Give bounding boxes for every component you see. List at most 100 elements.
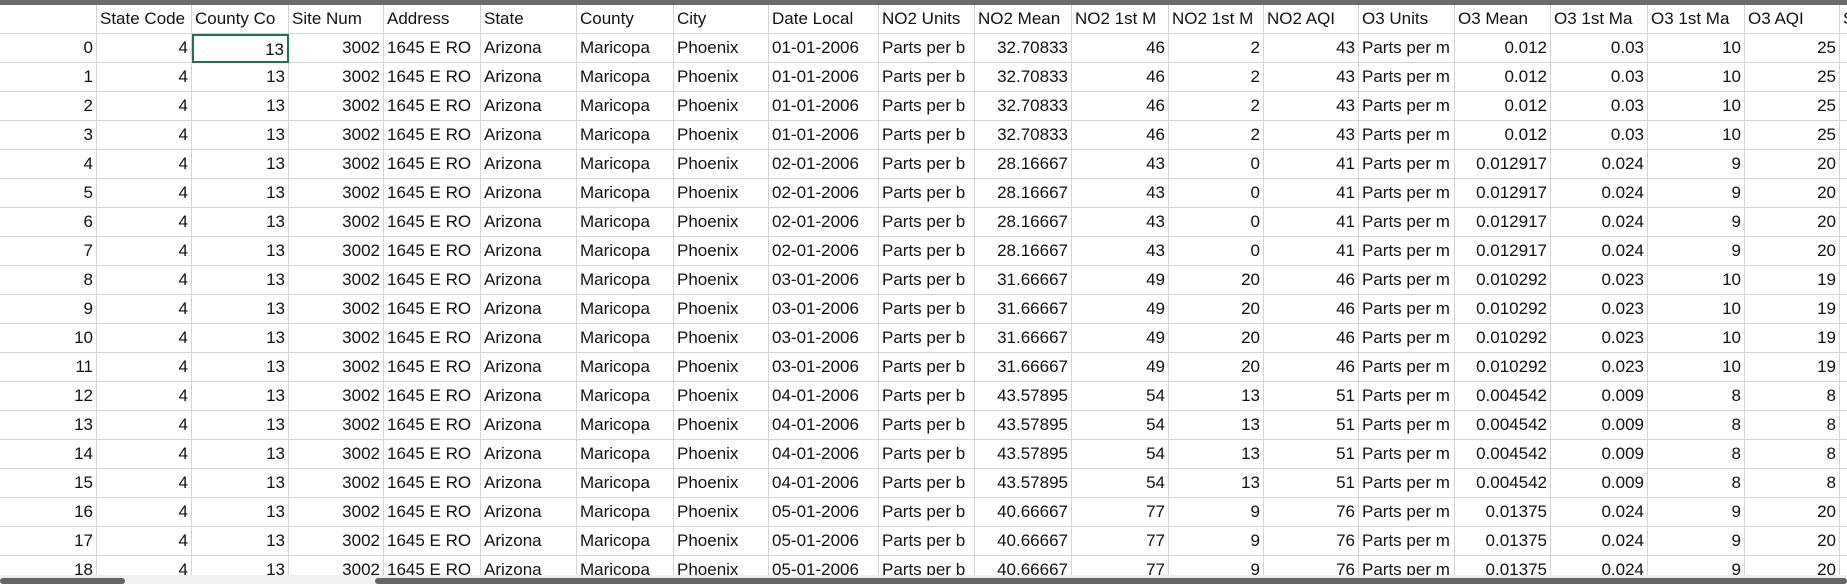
cell[interactable]: 0.009 xyxy=(1551,382,1648,411)
cell[interactable]: 4 xyxy=(97,150,192,179)
cell[interactable]: 3002 xyxy=(289,237,384,266)
cell[interactable]: Parts per m xyxy=(1359,295,1455,324)
cell[interactable]: 01-01-2006 xyxy=(769,121,879,150)
cell[interactable]: 20 xyxy=(1745,150,1840,179)
cell[interactable] xyxy=(1840,382,1847,411)
row-index[interactable]: 3 xyxy=(0,121,97,150)
cell[interactable]: 0.009 xyxy=(1551,440,1648,469)
cell[interactable]: 0.01375 xyxy=(1455,556,1551,584)
cell[interactable]: 3002 xyxy=(289,208,384,237)
cell[interactable]: Phoenix xyxy=(674,179,769,208)
row-index[interactable]: 18 xyxy=(0,556,97,584)
cell[interactable]: 0.024 xyxy=(1551,179,1648,208)
cell[interactable] xyxy=(1840,92,1847,121)
column-header[interactable]: State Code xyxy=(97,5,192,34)
cell[interactable]: 13 xyxy=(192,440,289,469)
cell[interactable]: 2 xyxy=(1169,121,1264,150)
cell[interactable]: Parts per m xyxy=(1359,63,1455,92)
cell[interactable]: 9 xyxy=(1648,527,1745,556)
cell[interactable]: Maricopa xyxy=(577,469,674,498)
cell[interactable]: 04-01-2006 xyxy=(769,382,879,411)
cell[interactable]: 0 xyxy=(1169,208,1264,237)
cell[interactable]: 0.023 xyxy=(1551,295,1648,324)
cell[interactable]: Arizona xyxy=(481,324,577,353)
cell[interactable]: Parts per b xyxy=(879,469,975,498)
cell[interactable]: Arizona xyxy=(481,208,577,237)
cell[interactable]: 20 xyxy=(1169,324,1264,353)
cell[interactable]: 0.03 xyxy=(1551,92,1648,121)
cell[interactable]: 31.66667 xyxy=(975,353,1072,382)
cell[interactable]: 20 xyxy=(1169,295,1264,324)
cell[interactable]: 20 xyxy=(1745,527,1840,556)
cell[interactable]: 32.70833 xyxy=(975,121,1072,150)
cell[interactable]: 4 xyxy=(97,440,192,469)
cell[interactable]: Parts per b xyxy=(879,353,975,382)
cell[interactable]: 13 xyxy=(1169,469,1264,498)
cell[interactable]: 4 xyxy=(97,527,192,556)
cell[interactable]: 01-01-2006 xyxy=(769,63,879,92)
cell[interactable]: Parts per m xyxy=(1359,469,1455,498)
cell[interactable]: 32.70833 xyxy=(975,63,1072,92)
cell[interactable]: 0 xyxy=(1169,179,1264,208)
cell[interactable] xyxy=(1840,266,1847,295)
cell[interactable]: Maricopa xyxy=(577,266,674,295)
column-header[interactable]: NO2 Units xyxy=(879,5,975,34)
cell[interactable]: 9 xyxy=(1169,527,1264,556)
cell[interactable]: 43.57895 xyxy=(975,411,1072,440)
cell[interactable]: 49 xyxy=(1072,295,1169,324)
cell[interactable]: Maricopa xyxy=(577,498,674,527)
cell[interactable]: 0.024 xyxy=(1551,237,1648,266)
cell[interactable]: 13 xyxy=(192,92,289,121)
cell[interactable]: Maricopa xyxy=(577,63,674,92)
cell[interactable]: 77 xyxy=(1072,556,1169,584)
cell[interactable]: 1645 E RO xyxy=(384,150,481,179)
cell[interactable]: Maricopa xyxy=(577,353,674,382)
cell[interactable]: Arizona xyxy=(481,353,577,382)
cell[interactable]: Parts per b xyxy=(879,382,975,411)
cell[interactable]: 05-01-2006 xyxy=(769,498,879,527)
cell[interactable]: 3002 xyxy=(289,150,384,179)
row-index[interactable]: 16 xyxy=(0,498,97,527)
corner-cell[interactable] xyxy=(0,5,97,34)
cell[interactable]: 1645 E RO xyxy=(384,34,481,63)
cell[interactable]: 4 xyxy=(97,237,192,266)
cell[interactable]: 3002 xyxy=(289,266,384,295)
column-header[interactable]: O3 1st Ma xyxy=(1648,5,1745,34)
column-header[interactable]: Site Num xyxy=(289,5,384,34)
cell[interactable]: 0.03 xyxy=(1551,34,1648,63)
cell[interactable]: Parts per m xyxy=(1359,498,1455,527)
cell[interactable]: 4 xyxy=(97,295,192,324)
cell[interactable]: 0.009 xyxy=(1551,469,1648,498)
cell[interactable]: 76 xyxy=(1264,498,1359,527)
cell[interactable]: Parts per m xyxy=(1359,556,1455,584)
cell[interactable]: Parts per m xyxy=(1359,34,1455,63)
column-header[interactable]: O3 1st Ma xyxy=(1551,5,1648,34)
cell[interactable]: Arizona xyxy=(481,150,577,179)
cell[interactable]: 0.03 xyxy=(1551,63,1648,92)
cell[interactable]: 25 xyxy=(1745,34,1840,63)
cell[interactable]: 49 xyxy=(1072,266,1169,295)
cell[interactable]: 0.010292 xyxy=(1455,295,1551,324)
column-header[interactable]: State xyxy=(481,5,577,34)
cell[interactable]: 03-01-2006 xyxy=(769,295,879,324)
cell[interactable]: 1645 E RO xyxy=(384,498,481,527)
cell[interactable]: Parts per b xyxy=(879,63,975,92)
cell[interactable]: 0.024 xyxy=(1551,556,1648,584)
cell[interactable]: Parts per b xyxy=(879,440,975,469)
cell[interactable]: 13 xyxy=(192,411,289,440)
cell[interactable]: Arizona xyxy=(481,237,577,266)
cell[interactable]: 20 xyxy=(1745,179,1840,208)
cell[interactable]: 2 xyxy=(1169,92,1264,121)
cell[interactable]: 1645 E RO xyxy=(384,121,481,150)
cell[interactable]: Phoenix xyxy=(674,440,769,469)
cell[interactable]: Parts per b xyxy=(879,34,975,63)
cell[interactable]: Phoenix xyxy=(674,237,769,266)
cell[interactable]: Maricopa xyxy=(577,34,674,63)
cell[interactable] xyxy=(1840,150,1847,179)
row-index[interactable]: 4 xyxy=(0,150,97,179)
cell[interactable]: 1645 E RO xyxy=(384,179,481,208)
cell[interactable]: 3002 xyxy=(289,382,384,411)
column-header[interactable]: O3 Units xyxy=(1359,5,1455,34)
row-index[interactable]: 15 xyxy=(0,469,97,498)
cell[interactable]: 43 xyxy=(1264,92,1359,121)
